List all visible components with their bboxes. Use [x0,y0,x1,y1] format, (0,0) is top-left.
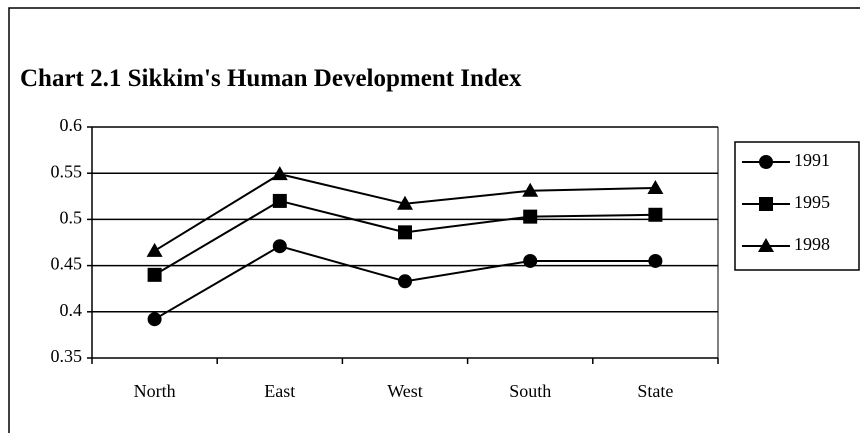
y-tick-label: 0.45 [51,254,83,274]
data-point [397,195,413,210]
x-tick-label: West [387,381,423,401]
legend-marker [759,155,773,169]
legend-marker [759,197,773,211]
legend-label: 1991 [794,150,830,170]
legend-box [734,141,860,271]
data-point [523,253,538,268]
y-tick-label: 0.4 [60,300,83,320]
x-tick-label: South [509,381,551,401]
data-point [523,209,538,224]
data-point [648,253,663,268]
data-point [647,179,664,194]
data-point [648,207,663,222]
data-point [271,166,288,181]
chart-title: Chart 2.1 Sikkim's Human Development Ind… [20,65,522,92]
data-point [147,312,162,327]
x-tick-label: North [134,381,176,401]
y-tick-label: 0.6 [60,115,83,135]
data-point [272,239,287,254]
y-tick-label: 0.5 [60,208,83,228]
x-tick-label: State [637,381,673,401]
legend-marker [758,238,774,252]
data-point [272,193,287,208]
data-point [398,225,412,240]
data-point [146,242,163,257]
legend-label: 1995 [794,192,830,212]
data-point [398,274,412,289]
data-point [147,267,162,282]
x-tick-label: East [264,381,295,401]
data-point [522,182,539,197]
y-tick-label: 0.35 [51,346,83,366]
legend-label: 1998 [794,234,830,254]
chart-frame [8,7,860,433]
y-tick-label: 0.55 [51,161,83,181]
